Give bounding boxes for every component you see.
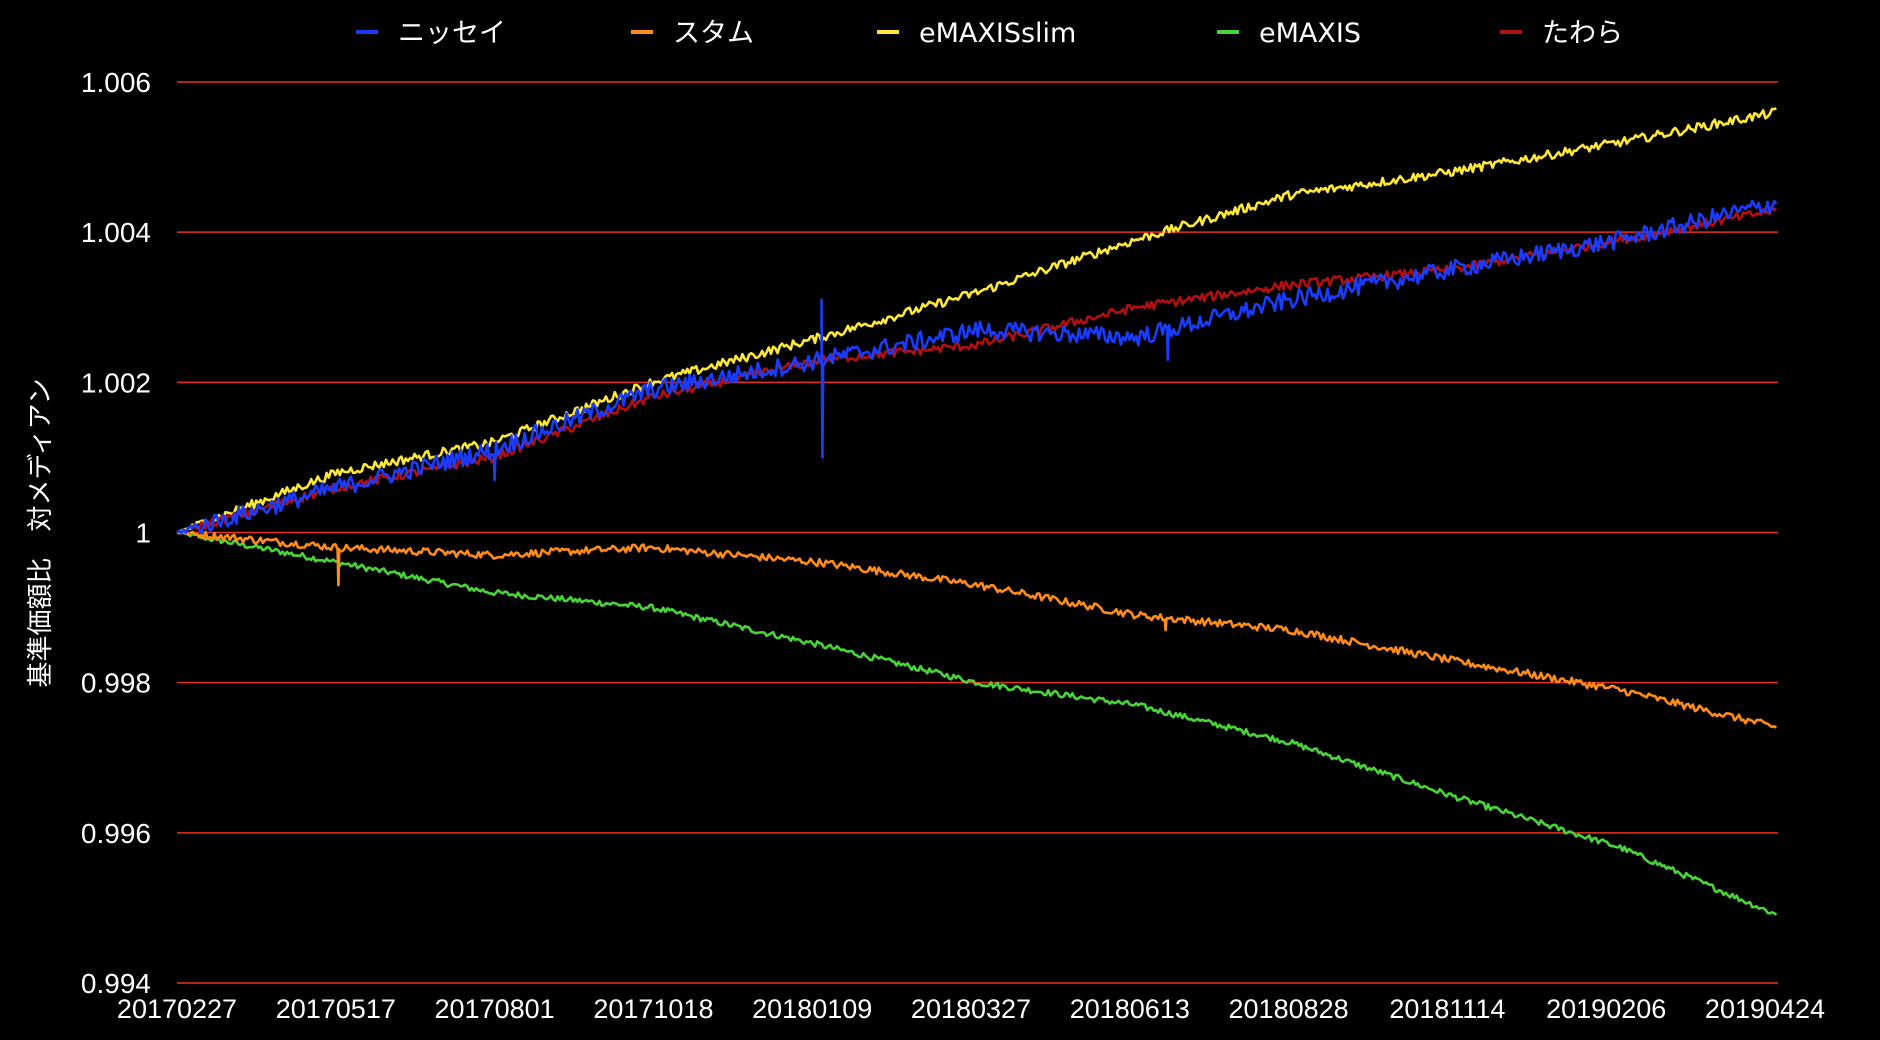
legend-label: ニッセイ [398, 18, 506, 49]
y-tick-label: 0.996 [81, 818, 151, 849]
x-tick-label: 20180828 [1229, 994, 1349, 1024]
legend-label: eMAXISslim [919, 18, 1076, 49]
x-tick-label: 20170227 [117, 994, 237, 1024]
y-tick-label: 1.006 [81, 67, 151, 98]
series-line [176, 107, 1777, 534]
series-line [176, 531, 1778, 916]
legend-label: たわら [1542, 18, 1623, 49]
y-axis-title: 基準価額比 対メディアン [26, 378, 56, 687]
x-axis-ticks: 20170227 20170517 20170801 20171018 20180109… [117, 994, 1825, 1024]
x-tick-label: 20170517 [276, 994, 396, 1024]
y-tick-label: 1 [135, 518, 151, 549]
x-tick-label: 20180327 [911, 994, 1031, 1024]
x-tick-label: 20181114 [1389, 994, 1505, 1024]
legend-label: eMAXIS [1259, 18, 1361, 49]
series-line [176, 530, 1778, 729]
y-tick-label: 0.994 [81, 968, 151, 999]
x-tick-label: 20171018 [593, 994, 713, 1024]
y-tick-label: 1.004 [81, 217, 151, 248]
series-lines [176, 107, 1778, 916]
x-tick-label: 20180613 [1070, 994, 1190, 1024]
y-tick-label: 0.998 [81, 668, 151, 699]
x-tick-label: 20190424 [1705, 994, 1825, 1024]
legend: ニッセイ スタム eMAXISslim eMAXIS たわら [356, 18, 1623, 49]
y-tick-label: 1.002 [81, 367, 151, 398]
x-tick-label: 20180109 [752, 994, 872, 1024]
y-axis-ticks: 0.994 0.996 0.998 1 1.002 1.004 1.006 [81, 67, 151, 999]
gridlines [177, 81, 1778, 984]
x-tick-label: 20170801 [435, 994, 555, 1024]
series-line [176, 199, 1778, 535]
x-tick-label: 20190206 [1546, 994, 1666, 1024]
legend-label: スタム [673, 18, 754, 49]
